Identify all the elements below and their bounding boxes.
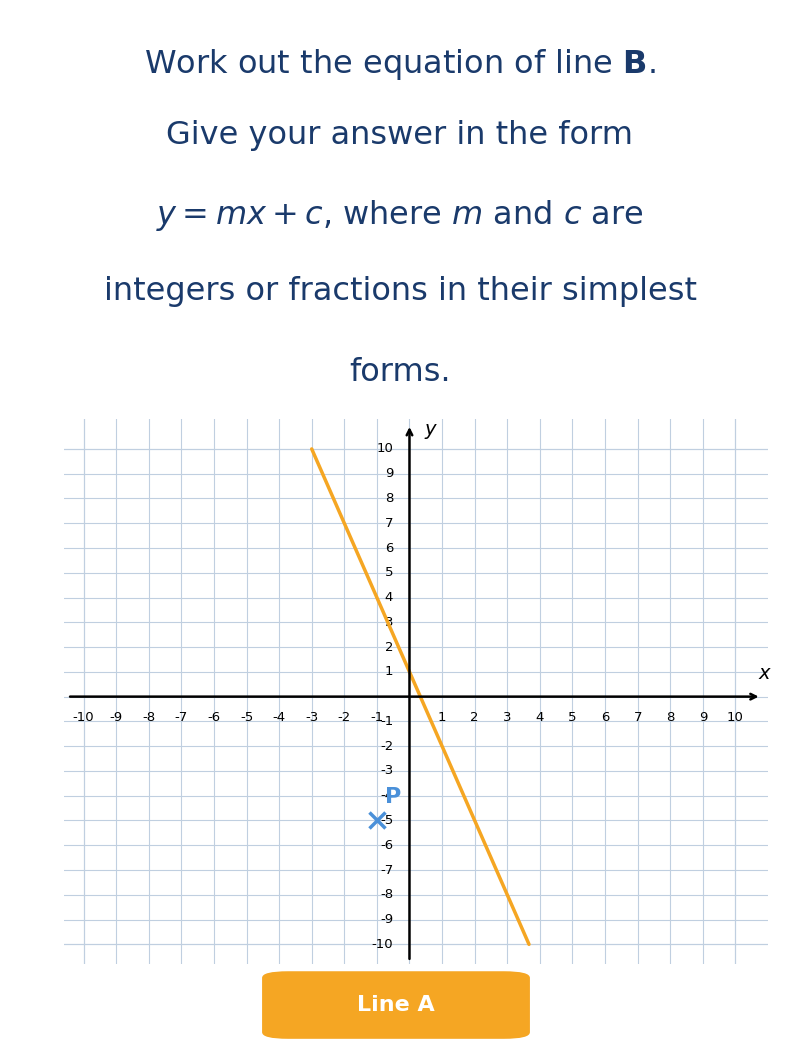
- Text: $x$: $x$: [758, 664, 772, 683]
- Text: 4: 4: [536, 712, 544, 724]
- Text: -2: -2: [338, 712, 351, 724]
- Text: 1: 1: [385, 665, 393, 678]
- Text: $y$: $y$: [424, 421, 438, 440]
- Text: 8: 8: [385, 492, 393, 505]
- Text: 5: 5: [385, 566, 393, 580]
- Text: forms.: forms.: [349, 357, 451, 388]
- Text: 10: 10: [727, 712, 744, 724]
- Text: 7: 7: [634, 712, 642, 724]
- Text: -3: -3: [380, 764, 393, 778]
- Text: -6: -6: [207, 712, 221, 724]
- Text: -7: -7: [380, 864, 393, 876]
- Text: -9: -9: [110, 712, 122, 724]
- Text: -10: -10: [371, 938, 393, 951]
- Text: 5: 5: [568, 712, 577, 724]
- Text: Give your answer in the form: Give your answer in the form: [166, 121, 634, 151]
- Text: -10: -10: [73, 712, 94, 724]
- Text: -8: -8: [380, 889, 393, 901]
- Text: 8: 8: [666, 712, 674, 724]
- Text: 4: 4: [385, 591, 393, 604]
- Text: integers or fractions in their simplest: integers or fractions in their simplest: [103, 276, 697, 306]
- Text: 6: 6: [385, 542, 393, 554]
- Text: P: P: [385, 787, 402, 807]
- Text: -5: -5: [240, 712, 253, 724]
- Text: Line A: Line A: [357, 995, 435, 1016]
- Text: -1: -1: [370, 712, 383, 724]
- Text: 3: 3: [503, 712, 511, 724]
- Text: -4: -4: [380, 789, 393, 802]
- Text: -8: -8: [142, 712, 155, 724]
- Text: -9: -9: [380, 913, 393, 926]
- Text: -5: -5: [380, 814, 393, 827]
- Text: 3: 3: [385, 616, 393, 629]
- Text: 1: 1: [438, 712, 446, 724]
- Text: -7: -7: [174, 712, 188, 724]
- Text: 9: 9: [698, 712, 707, 724]
- Text: -2: -2: [380, 740, 393, 752]
- Text: 6: 6: [601, 712, 610, 724]
- Text: -3: -3: [305, 712, 318, 724]
- Text: $y = mx + c$, where $m$ and $c$ are: $y = mx + c$, where $m$ and $c$ are: [156, 198, 644, 233]
- Text: 2: 2: [470, 712, 479, 724]
- FancyBboxPatch shape: [262, 971, 530, 1039]
- Text: -1: -1: [380, 715, 393, 728]
- Text: Work out the equation of line $\mathbf{B}$.: Work out the equation of line $\mathbf{B…: [144, 47, 656, 82]
- Text: 10: 10: [376, 442, 393, 456]
- Text: -6: -6: [380, 838, 393, 852]
- Text: 2: 2: [385, 640, 393, 654]
- Text: 9: 9: [385, 467, 393, 480]
- Text: 7: 7: [385, 517, 393, 529]
- Text: -4: -4: [273, 712, 286, 724]
